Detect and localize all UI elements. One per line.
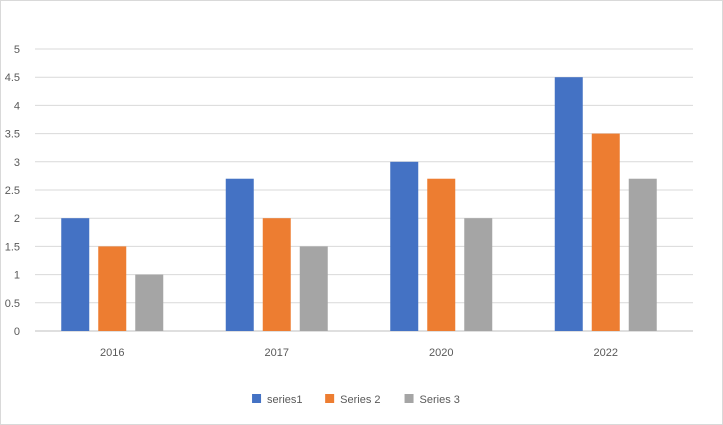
x-tick-label: 2016: [100, 347, 124, 359]
bar-3-2017: [299, 246, 328, 331]
legend-label: Series 3: [420, 394, 460, 406]
legend-swatch: [325, 394, 335, 403]
y-tick-label: 3.5: [5, 129, 20, 141]
bar-3-2016: [135, 274, 164, 331]
bar-2-2020: [427, 178, 456, 331]
legend-label: series1: [267, 394, 302, 406]
y-tick-label: 4: [14, 100, 20, 112]
bar-1-2020: [390, 161, 419, 331]
bar-2-2022: [591, 133, 620, 331]
legend-swatch: [252, 394, 262, 403]
y-tick-label: 4.5: [5, 72, 20, 84]
bar-2-2016: [98, 246, 127, 331]
x-tick-label: 2020: [429, 347, 453, 359]
y-tick-label: 5: [14, 44, 20, 56]
bar-3-2022: [628, 178, 657, 331]
y-tick-label: 2: [14, 213, 20, 225]
x-tick-label: 2022: [594, 347, 618, 359]
y-tick-label: 2.5: [5, 185, 20, 197]
bar-1-2022: [554, 77, 583, 331]
y-tick-label: 1: [14, 270, 20, 282]
y-tick-label: 1.5: [5, 241, 20, 253]
bar-1-2016: [61, 218, 90, 331]
y-tick-label: 0: [14, 326, 20, 338]
bar-2-2017: [262, 218, 291, 331]
x-tick-label: 2017: [265, 347, 289, 359]
y-tick-label: 0.5: [5, 298, 20, 310]
y-tick-label: 3: [14, 157, 20, 169]
bar-3-2020: [464, 218, 493, 331]
legend-swatch: [404, 394, 414, 403]
bar-1-2017: [225, 178, 254, 331]
legend-label: Series 2: [340, 394, 380, 406]
